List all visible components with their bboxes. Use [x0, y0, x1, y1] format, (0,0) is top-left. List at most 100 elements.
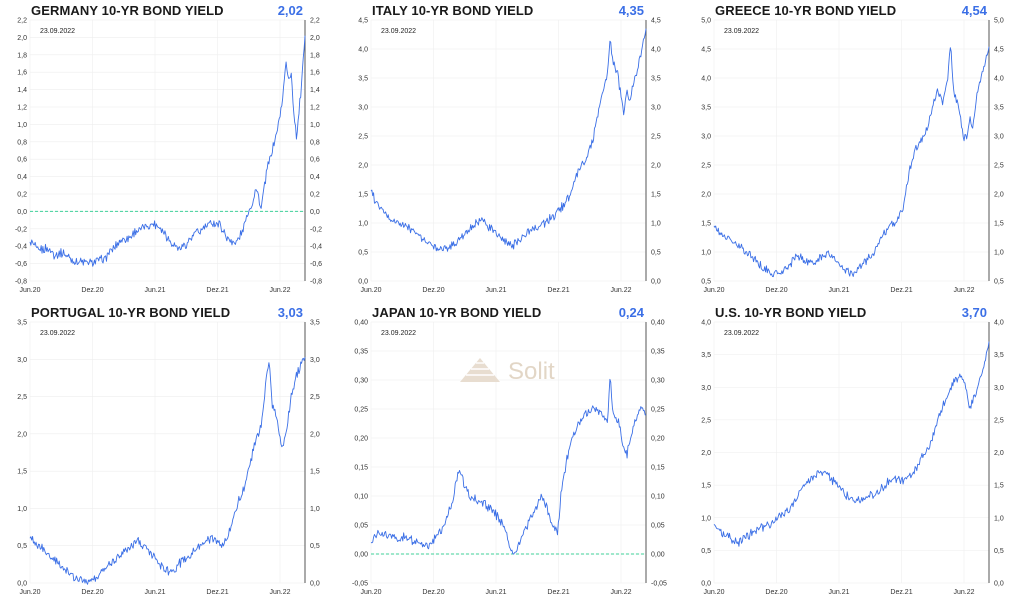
y-tick-label-right: -0,4 — [310, 244, 322, 251]
y-tick-label-left: 0,05 — [354, 523, 368, 530]
y-tick-label-left: 0,00 — [354, 552, 368, 559]
y-tick-label-right: -0,05 — [651, 581, 667, 588]
y-tick-label-right: 0,20 — [651, 436, 665, 443]
x-tick-label: Dez.20 — [81, 287, 103, 294]
x-tick-label: Jun.22 — [610, 287, 631, 294]
chart-title: ITALY 10-YR BOND YIELD — [372, 3, 534, 18]
svg-text:Solit: Solit — [508, 358, 555, 385]
x-tick-label: Jun.21 — [144, 589, 165, 596]
y-tick-label-right: 1,5 — [994, 221, 1004, 228]
y-tick-label-right: -0,6 — [310, 261, 322, 268]
y-tick-label-right: 2,5 — [994, 417, 1004, 424]
y-tick-label-left: 0,35 — [354, 349, 368, 356]
x-tick-label: Jun.21 — [485, 589, 506, 596]
y-tick-label-left: -0,8 — [15, 279, 27, 286]
chart-title: PORTUGAL 10-YR BOND YIELD — [31, 305, 231, 320]
y-tick-label-left: 0,8 — [17, 139, 27, 146]
x-tick-label: Dez.20 — [765, 287, 787, 294]
y-tick-label-left: 2,5 — [17, 394, 27, 401]
y-tick-label-left: 0,2 — [17, 192, 27, 199]
chart-title: JAPAN 10-YR BOND YIELD — [372, 305, 542, 320]
x-tick-label: Dez.21 — [206, 589, 228, 596]
x-tick-label: Jun.22 — [269, 589, 290, 596]
last-value: 3,03 — [277, 305, 303, 320]
y-tick-label-right: 3,0 — [310, 357, 320, 364]
series-line — [29, 35, 306, 267]
y-tick-label-right: 3,5 — [310, 320, 320, 327]
y-tick-label-right: 0,0 — [651, 279, 661, 286]
chart-canvas: 0,5 0,5 1,0 1,0 1,5 1,5 2,0 2,0 2,5 2,5 3,0 3,0 3,5 3… — [701, 18, 1004, 295]
y-tick-label-right: 0,05 — [651, 523, 665, 530]
y-tick-label-left: 1,5 — [701, 221, 711, 228]
y-tick-label-right: 0,0 — [310, 581, 320, 588]
x-tick-label: Jun.21 — [485, 287, 506, 294]
y-tick-label-left: 2,5 — [358, 134, 368, 141]
y-tick-label-left: 1,8 — [17, 52, 27, 59]
chart-panel-portugal: PORTUGAL 10-YR BOND YIELD 3,03 23.09.202… — [4, 302, 339, 599]
y-tick-label-right: 1,6 — [310, 70, 320, 77]
series-line — [713, 341, 990, 547]
x-tick-label: Jun.20 — [703, 287, 724, 294]
y-tick-label-right: 2,0 — [310, 431, 320, 438]
chart-date: 23.09.2022 — [40, 28, 76, 35]
y-tick-label-left: 0,4 — [17, 174, 27, 181]
y-tick-label-right: 1,0 — [994, 515, 1004, 522]
y-tick-label-left: 5,0 — [701, 18, 711, 25]
x-tick-label: Dez.21 — [890, 589, 912, 596]
x-tick-label: Dez.20 — [81, 589, 103, 596]
y-tick-label-left: -0,4 — [15, 244, 27, 251]
y-tick-label-right: 3,5 — [994, 105, 1004, 112]
y-tick-label-left: 4,5 — [358, 18, 368, 25]
y-tick-label-right: 1,4 — [310, 87, 320, 94]
y-tick-label-right: 1,0 — [994, 250, 1004, 257]
y-tick-label-right: 3,0 — [651, 105, 661, 112]
y-tick-label-right: 0,6 — [310, 157, 320, 164]
y-tick-label-left: 0,25 — [354, 407, 368, 414]
y-tick-label-left: 0,5 — [701, 279, 711, 286]
y-tick-label-right: 4,0 — [994, 320, 1004, 327]
y-tick-label-left: 0,20 — [354, 436, 368, 443]
y-tick-label-left: 0,10 — [354, 494, 368, 501]
y-tick-label-left: 2,0 — [358, 163, 368, 170]
y-tick-label-right: 0,8 — [310, 139, 320, 146]
x-tick-label: Jun.21 — [828, 287, 849, 294]
last-value: 3,70 — [961, 305, 987, 320]
y-tick-label-right: 2,5 — [994, 163, 1004, 170]
series-line — [370, 378, 647, 555]
y-tick-label-left: 3,0 — [358, 105, 368, 112]
chart-panel-greece: GREECE 10-YR BOND YIELD 4,54 23.09.2022 … — [688, 0, 1023, 297]
x-tick-label: Jun.20 — [19, 589, 40, 596]
y-tick-label-right: 0,00 — [651, 552, 665, 559]
y-tick-label-right: 4,5 — [651, 18, 661, 25]
y-tick-label-left: 1,6 — [17, 70, 27, 77]
x-tick-label: Jun.21 — [828, 589, 849, 596]
chart-panel-germany: GERMANY 10-YR BOND YIELD 2,02 23.09.2022… — [4, 0, 339, 297]
y-tick-label-right: 1,5 — [310, 469, 320, 476]
series-line — [29, 356, 306, 585]
y-tick-label-right: 0,10 — [651, 494, 665, 501]
y-tick-label-right: 1,8 — [310, 52, 320, 59]
y-tick-label-left: -0,6 — [15, 261, 27, 268]
last-value: 2,02 — [277, 3, 303, 18]
y-tick-label-right: 0,0 — [310, 209, 320, 216]
y-tick-label-left: 3,0 — [701, 385, 711, 392]
y-tick-label-right: 2,0 — [651, 163, 661, 170]
y-tick-label-left: 2,5 — [701, 417, 711, 424]
y-tick-label-right: 3,0 — [994, 134, 1004, 141]
y-tick-label-left: 4,0 — [358, 47, 368, 54]
x-tick-label: Jun.22 — [953, 287, 974, 294]
series-line — [713, 46, 990, 278]
x-tick-label: Jun.20 — [19, 287, 40, 294]
y-tick-label-left: 1,2 — [17, 105, 27, 112]
y-tick-label-left: 1,5 — [17, 469, 27, 476]
chart-canvas: -0,05 -0,05 0,00 0,00 0,05 0,05 0,10 0,10 0,15 0,… — [352, 320, 667, 597]
y-tick-label-right: 3,0 — [994, 385, 1004, 392]
y-tick-label-left: 0,5 — [701, 548, 711, 555]
y-tick-label-right: 1,0 — [310, 506, 320, 513]
y-tick-label-right: 2,0 — [994, 192, 1004, 199]
y-tick-label-right: 0,0 — [994, 581, 1004, 588]
y-tick-label-right: 0,5 — [651, 250, 661, 257]
chart-canvas: 0,0 0,0 0,5 0,5 1,0 1,0 1,5 1,5 2,0 2,0 2,5 2,5 3,0 3… — [17, 320, 320, 597]
y-tick-label-right: 1,2 — [310, 105, 320, 112]
y-tick-label-left: 0,0 — [701, 581, 711, 588]
